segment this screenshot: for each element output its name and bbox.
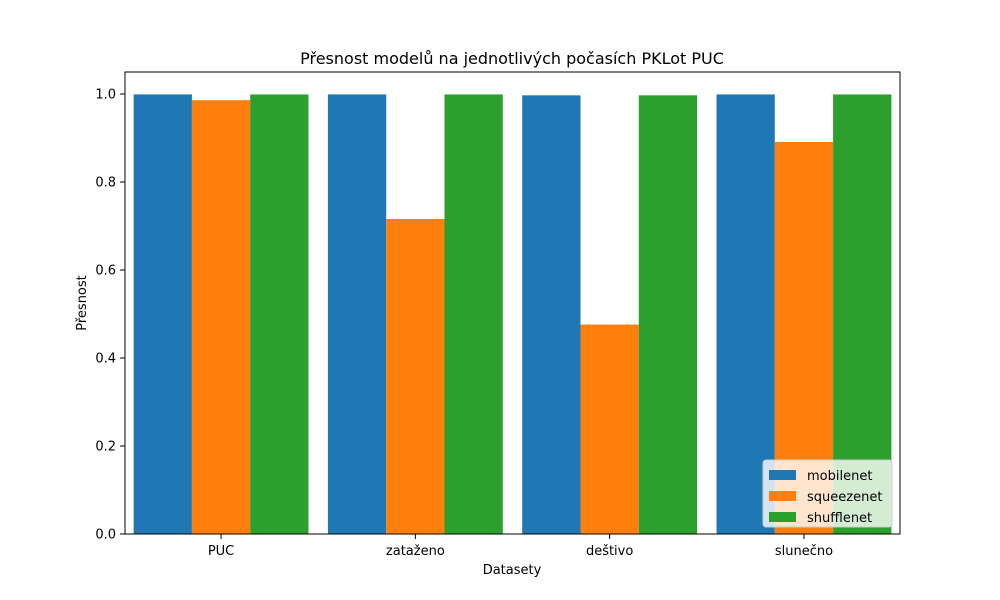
y-tick-label: 0.6 <box>95 264 116 279</box>
x-axis-label: Datasety <box>483 563 542 578</box>
bar-mobilenet-0 <box>133 94 192 534</box>
chart-title: Přesnost modelů na jednotlivých počasích… <box>300 49 724 68</box>
x-axis: PUC zataženo deštivo slunečno <box>208 534 833 559</box>
y-tick-label: 0.8 <box>95 176 116 191</box>
bar-shufflenet-1 <box>444 94 503 534</box>
x-tick-label: PUC <box>208 544 234 559</box>
y-tick-label: 1.0 <box>95 88 116 103</box>
bar-mobilenet-2 <box>522 95 581 534</box>
x-tick-label: slunečno <box>775 544 833 559</box>
bar-shufflenet-0 <box>250 94 309 534</box>
bar-squeezenet-2 <box>580 324 639 534</box>
plot-frame <box>124 71 901 535</box>
x-tick-label: zataženo <box>386 544 445 559</box>
bar-squeezenet-1 <box>386 218 445 534</box>
bar-mobilenet-1 <box>327 94 387 534</box>
y-tick-label: 0.0 <box>95 528 116 543</box>
legend: mobilenet squeezenet shufflenet <box>762 459 893 528</box>
legend-swatch-shufflenet <box>769 512 796 522</box>
legend-label-mobilenet: mobilenet <box>807 469 872 484</box>
y-axis-label: Přesnost <box>75 275 90 331</box>
bar-squeezenet-0 <box>191 100 251 534</box>
y-tick-label: 0.4 <box>95 352 116 367</box>
legend-label-squeezenet: squeezenet <box>807 490 882 505</box>
x-tick-label: deštivo <box>586 544 633 559</box>
y-axis: 0.0 0.2 0.4 0.6 0.8 1.0 <box>95 88 125 543</box>
legend-swatch-squeezenet <box>769 491 796 501</box>
legend-label-shufflenet: shufflenet <box>807 511 872 526</box>
bar-shufflenet-2 <box>638 95 698 534</box>
y-tick-label: 0.2 <box>95 440 116 455</box>
legend-swatch-mobilenet <box>769 470 796 480</box>
